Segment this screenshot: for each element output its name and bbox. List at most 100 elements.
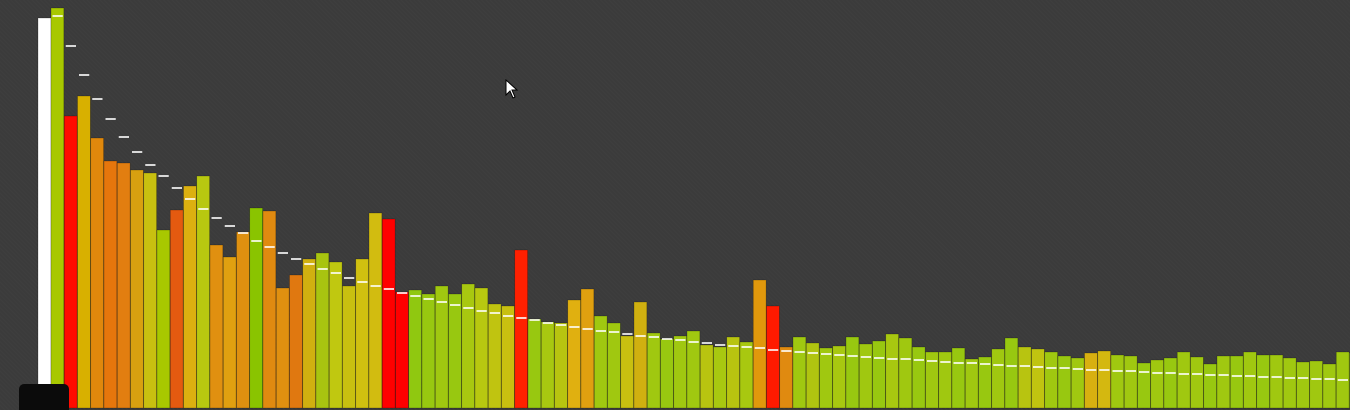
bar-32 (474, 287, 489, 409)
bar-30 (448, 293, 462, 409)
bar-60 (845, 336, 860, 409)
bar-79 (1097, 350, 1111, 409)
bar-23 (355, 258, 369, 409)
bar-43 (620, 335, 634, 409)
bar-62 (872, 340, 886, 409)
reference-bar (37, 17, 52, 409)
scroll-handle[interactable] (19, 384, 69, 410)
bar-58 (819, 347, 833, 409)
bar-93 (1282, 357, 1297, 409)
bar-55 (779, 346, 793, 409)
bar-89 (1229, 355, 1244, 409)
bar-38 (554, 322, 568, 409)
bar-29 (434, 285, 449, 409)
bar-85 (1176, 351, 1191, 409)
bar-87 (1203, 363, 1217, 409)
bar-34 (501, 305, 515, 409)
bar-49 (699, 344, 714, 409)
bar-51 (726, 336, 740, 409)
bar-44 (633, 301, 648, 409)
bar-9 (169, 209, 184, 409)
bar-27 (408, 289, 422, 409)
bar-45 (646, 332, 661, 409)
bar-2 (77, 95, 91, 409)
bar-7 (143, 172, 157, 409)
bar-18 (289, 274, 303, 409)
bar-69 (964, 358, 979, 409)
bar-22 (342, 285, 356, 409)
bar-78 (1084, 352, 1098, 409)
bar-37 (540, 321, 555, 409)
bar-5 (116, 162, 131, 409)
bar-3 (90, 137, 104, 409)
bar-53 (752, 279, 767, 409)
bar-96 (1322, 363, 1337, 409)
bar-50 (713, 346, 727, 409)
bar-54 (766, 305, 780, 409)
bar-42 (607, 322, 621, 409)
bar-14 (236, 231, 250, 409)
bar-81 (1123, 355, 1138, 409)
bar-12 (209, 244, 224, 409)
bar-75 (1044, 351, 1058, 409)
bar-71 (991, 348, 1005, 409)
bar-90 (1243, 351, 1257, 409)
bar-63 (885, 333, 899, 409)
mouse-cursor-icon (505, 79, 519, 99)
bar-74 (1031, 348, 1045, 409)
bar-1 (63, 115, 78, 409)
bar-70 (978, 356, 992, 409)
bar-28 (421, 293, 436, 409)
bar-83 (1150, 359, 1164, 409)
bar-25 (381, 218, 396, 409)
bar-26 (395, 291, 409, 409)
bar-20 (315, 252, 330, 409)
bar-67 (938, 351, 952, 409)
bar-72 (1004, 337, 1019, 409)
bar-94 (1296, 361, 1310, 409)
bar-47 (673, 335, 687, 409)
bar-16 (262, 210, 277, 409)
bar-68 (951, 347, 966, 409)
bar-73 (1017, 346, 1032, 409)
bar-52 (739, 341, 754, 409)
bar-31 (461, 283, 475, 409)
bar-13 (222, 256, 237, 409)
bar-17 (275, 287, 290, 409)
bar-8 (156, 229, 171, 409)
bar-46 (660, 338, 674, 409)
bar-95 (1309, 360, 1323, 409)
bar-39 (567, 299, 581, 409)
bars-layer (37, 7, 1350, 409)
bar-15 (249, 207, 263, 409)
bar-76 (1057, 355, 1072, 409)
bar-86 (1190, 356, 1204, 409)
bar-33 (487, 303, 502, 409)
bar-64 (898, 337, 913, 409)
bar-40 (580, 288, 595, 409)
bar-91 (1256, 354, 1270, 409)
bar-59 (832, 345, 846, 409)
bar-10 (183, 185, 197, 409)
bar-82 (1137, 362, 1151, 409)
bar-21 (328, 261, 343, 409)
bar-4 (103, 160, 118, 409)
bar-41 (593, 315, 608, 409)
bar-57 (805, 342, 820, 409)
bar-77 (1070, 357, 1085, 409)
bar-80 (1110, 354, 1125, 409)
bar-88 (1216, 355, 1231, 409)
bar-36 (527, 318, 542, 409)
bar-19 (302, 258, 316, 409)
bar-66 (925, 351, 939, 409)
average-marks-layer (52, 15, 1348, 381)
bar-6 (130, 169, 144, 409)
bar-92 (1269, 354, 1284, 409)
bar-84 (1163, 357, 1178, 409)
bar-65 (911, 346, 926, 409)
bar-11 (196, 175, 210, 409)
bar-0 (50, 7, 65, 409)
bar-56 (792, 336, 807, 409)
